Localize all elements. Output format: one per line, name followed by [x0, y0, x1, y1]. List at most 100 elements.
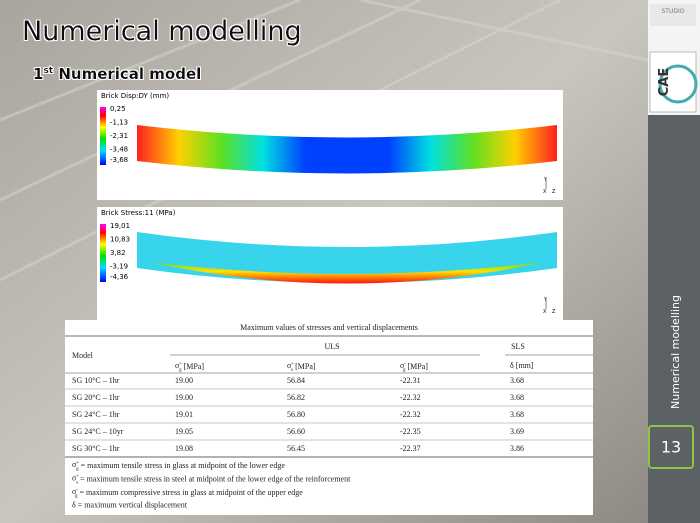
table-cell: -22.32	[400, 393, 421, 402]
table-cell: 19.01	[175, 410, 193, 419]
text: = maximum tensile stress in glass at mid…	[79, 461, 286, 470]
table-cell: 56.84	[287, 376, 305, 385]
table-cell: 56.82	[287, 393, 305, 402]
table-cell: 19.00	[175, 376, 193, 385]
table-cell: 3.68	[510, 393, 524, 402]
table-cell: -22.31	[400, 376, 421, 385]
legend-label: 3,82	[110, 249, 126, 257]
axis-label: Z	[552, 189, 556, 195]
subscript: s	[291, 368, 293, 373]
group-header: ULS	[324, 342, 339, 351]
legend-label: -3,68	[110, 156, 128, 164]
superscript: -	[404, 362, 406, 367]
text: = maximum compressive stress in glass at…	[77, 488, 303, 497]
symbol: δ	[72, 501, 76, 510]
studio-logo	[650, 4, 696, 26]
row-label: SG 20°C – 1hr	[72, 393, 120, 402]
subscript: s	[76, 481, 78, 486]
superscript: -	[76, 488, 78, 493]
table-cell: 56.60	[287, 427, 305, 436]
subscript: g	[403, 368, 406, 373]
superscript: +	[179, 362, 182, 367]
row-label: SG 24°C – 1hr	[72, 410, 120, 419]
symbol: σ	[400, 361, 405, 370]
color-bar	[100, 107, 106, 165]
table-cell: 56.80	[287, 410, 305, 419]
text: [mm]	[514, 361, 534, 370]
stress-beam	[137, 232, 557, 283]
plot-title: Brick Stress:11 (MPa)	[101, 209, 176, 217]
table-cell: 19.05	[175, 427, 193, 436]
color-bar	[100, 224, 106, 282]
plot-title: Brick Disp:DY (mm)	[101, 92, 169, 100]
legend-label: 10,83	[110, 236, 130, 244]
displacement-beam	[137, 125, 557, 174]
text: [MPa]	[405, 362, 428, 371]
stress-tension-zone	[150, 262, 544, 284]
rich-text: δ = maximum vertical displacement	[72, 501, 188, 510]
subscript: g	[179, 368, 182, 373]
axis-label: Z	[552, 309, 556, 315]
table-cell: 3.68	[510, 410, 524, 419]
table-panel	[65, 320, 593, 515]
axis-label: Y	[543, 297, 548, 303]
legend-label: -3,48	[110, 146, 128, 154]
table-cell: 3.69	[510, 427, 524, 436]
table-cell: 56.45	[287, 444, 305, 453]
text: = maximum tensile stress in steel at mid…	[78, 475, 351, 484]
table-cell: 19.08	[175, 444, 193, 453]
slide-title: Numerical modelling	[22, 16, 302, 47]
studio-logo-text: STUDIO	[662, 8, 685, 15]
page-number-box	[648, 425, 694, 469]
rich-text: σ+ g [MPa]	[175, 361, 204, 373]
subtitle-rest: Numerical model	[53, 65, 201, 83]
rich-text: σ+ g = maximum tensile stress in glass at…	[72, 460, 285, 472]
side-label: Numerical modelling	[669, 295, 682, 409]
symbol: σ	[287, 361, 292, 370]
superscript: +	[291, 362, 294, 367]
row-label: SG 24°C – 10yr	[72, 427, 124, 436]
legend-label: 19,01	[110, 222, 130, 230]
rich-text: σ+ s [MPa]	[287, 361, 316, 373]
legend-label: 0,25	[110, 105, 126, 113]
rich-text: δ [mm]	[510, 361, 534, 370]
table-cell: 19.00	[175, 393, 193, 402]
rich-text: σ-g [MPa]	[400, 361, 428, 373]
table-cell: 3.68	[510, 376, 524, 385]
legend-label: -3,19	[110, 263, 128, 271]
cae-logo-ring	[658, 64, 698, 104]
axis-label: X	[543, 189, 547, 195]
symbol: δ	[510, 361, 514, 370]
subscript: g	[75, 494, 78, 499]
table-caption: Maximum values of stresses and vertical …	[240, 323, 418, 332]
subscript: g	[76, 467, 79, 472]
axis-label: X	[543, 309, 547, 315]
superscript: +	[76, 461, 79, 466]
axis-label: Y	[543, 177, 548, 183]
symbol: σ	[72, 460, 77, 469]
text: = maximum vertical displacement	[76, 501, 188, 510]
subtitle-sup: st	[43, 66, 53, 76]
text: [MPa]	[293, 362, 316, 371]
symbol: σ	[72, 474, 77, 483]
row-label: SG 30°C – 1hr	[72, 444, 120, 453]
text: [MPa]	[182, 362, 205, 371]
rich-text: σ-g = maximum compressive stress in glas…	[72, 487, 303, 499]
rich-text: σ+ s = maximum tensile stress in steel at…	[72, 474, 351, 486]
legend-label: -2,31	[110, 132, 128, 140]
legend-label: -1,13	[110, 119, 128, 127]
page-number: 13	[661, 438, 681, 457]
table-cell: -22.32	[400, 410, 421, 419]
table-cell: -22.37	[400, 444, 421, 453]
symbol: σ	[72, 487, 77, 496]
symbol: σ	[175, 361, 180, 370]
group-header: SLS	[511, 342, 525, 351]
cae-logo-text: CAE	[657, 68, 672, 96]
table-cell: -22.35	[400, 427, 421, 436]
table-cell: 3.86	[510, 444, 524, 453]
slide-subtitle: 1st Numerical model	[33, 65, 201, 83]
subtitle-num: 1	[33, 65, 43, 83]
row-label: SG 10°C – 1hr	[72, 376, 120, 385]
legend-label: -4,36	[110, 273, 129, 281]
